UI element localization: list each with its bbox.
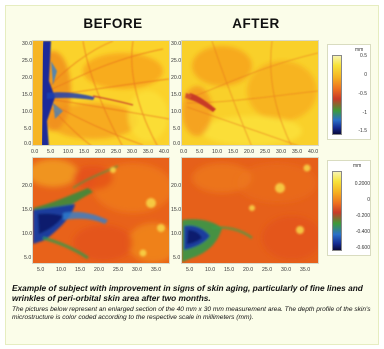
top-scale-tick: 0.5	[360, 53, 367, 59]
bottom-before-x-tick: 30.0	[132, 267, 143, 273]
top-before-x-tick: 35.0	[143, 149, 154, 155]
top-after-y-tick: 15.0	[171, 92, 182, 98]
top-before-y-tick: 20.0	[22, 75, 33, 81]
top-before-x-tick: 10.0	[63, 149, 74, 155]
bottom-before-x-tick: 25.0	[113, 267, 124, 273]
top-after-y-tick: 10.0	[171, 109, 182, 115]
top-before-y-tick: 30.0	[22, 41, 33, 47]
caption-note: The pictures below represent an enlarged…	[12, 306, 371, 322]
top-before-x-tick: 40.0	[159, 149, 170, 155]
top-after-x-tick: 30.0	[276, 149, 287, 155]
top-after-x-tick: 15.0	[228, 149, 239, 155]
top-after-depth-map	[181, 40, 319, 146]
bottom-scale-gradient	[332, 171, 342, 251]
top-after-x-tick: 40.0	[308, 149, 319, 155]
bottom-before-depth-map	[32, 157, 170, 264]
top-before-x-tick: 20.0	[95, 149, 106, 155]
bottom-after-x-tick: 25.0	[262, 267, 273, 273]
top-before-y-tick: 0.0	[24, 141, 32, 147]
top-scale-gradient	[332, 55, 342, 135]
top-after-x-tick: 0.0	[180, 149, 188, 155]
bottom-before-x-tick: 20.0	[94, 267, 105, 273]
bottom-after-y-tick: 10.0	[171, 231, 182, 237]
top-after-y-tick: 25.0	[171, 58, 182, 64]
top-scale-unit: mm	[355, 47, 364, 53]
bottom-before-y-tick: 20.0	[22, 183, 33, 189]
top-after-y-tick: 30.0	[171, 41, 182, 47]
top-after-x-tick: 20.0	[244, 149, 255, 155]
top-after-x-tick: 25.0	[260, 149, 271, 155]
top-after-x-tick: 5.0	[196, 149, 204, 155]
top-after-y-tick: 0.0	[173, 141, 181, 147]
bottom-before-y-tick: 5.0	[24, 255, 32, 261]
bottom-scale-tick: -0.600	[355, 245, 370, 251]
bottom-after-x-tick: 30.0	[281, 267, 292, 273]
bottom-after-y-tick: 15.0	[171, 207, 182, 213]
bottom-after-x-tick: 20.0	[243, 267, 254, 273]
bottom-scale-unit: mm	[353, 163, 362, 169]
bottom-scale-tick: -0.200	[355, 213, 370, 219]
bottom-before-y-tick: 10.0	[22, 231, 33, 237]
top-before-x-tick: 25.0	[111, 149, 122, 155]
top-before-y-tick: 10.0	[22, 109, 33, 115]
bottom-color-scale: mm 0.2000 0 -0.200 -0.400 -0.600	[327, 160, 371, 256]
caption-headline: Example of subject with improvement in s…	[12, 283, 363, 304]
bottom-after-x-tick: 15.0	[224, 267, 235, 273]
top-scale-tick: 0	[364, 72, 367, 78]
bottom-before-x-tick: 35.0	[151, 267, 162, 273]
bottom-before-x-tick: 15.0	[75, 267, 86, 273]
top-before-x-tick: 5.0	[47, 149, 55, 155]
top-scale-tick: -1	[362, 110, 367, 116]
bottom-scale-tick: 0.2000	[354, 181, 370, 187]
bottom-after-x-tick: 35.0	[300, 267, 311, 273]
top-before-x-tick: 0.0	[31, 149, 39, 155]
top-after-y-tick: 20.0	[171, 75, 182, 81]
top-before-y-tick: 5.0	[24, 126, 32, 132]
top-before-y-tick: 25.0	[22, 58, 33, 64]
bottom-scale-tick: 0	[367, 197, 370, 203]
top-color-scale: mm 0.5 0 -0.5 -1 -1.5	[327, 44, 371, 140]
bottom-after-x-tick: 5.0	[186, 267, 194, 273]
before-title: BEFORE	[83, 16, 143, 31]
bottom-after-y-tick: 20.0	[171, 183, 182, 189]
top-after-y-tick: 5.0	[173, 126, 181, 132]
bottom-after-x-tick: 10.0	[205, 267, 216, 273]
top-before-y-tick: 15.0	[22, 92, 33, 98]
after-title: AFTER	[232, 16, 280, 31]
bottom-before-x-tick: 10.0	[56, 267, 67, 273]
top-before-depth-map	[32, 40, 170, 146]
top-before-x-tick: 30.0	[127, 149, 138, 155]
top-before-x-tick: 15.0	[79, 149, 90, 155]
top-scale-tick: -0.5	[358, 91, 367, 97]
top-after-x-tick: 35.0	[292, 149, 303, 155]
bottom-after-y-tick: 5.0	[173, 255, 181, 261]
top-scale-tick: -1.5	[358, 128, 367, 134]
bottom-before-y-tick: 15.0	[22, 207, 33, 213]
bottom-after-depth-map	[181, 157, 319, 264]
bottom-scale-tick: -0.400	[355, 229, 370, 235]
bottom-before-x-tick: 5.0	[37, 267, 45, 273]
top-after-x-tick: 10.0	[212, 149, 223, 155]
